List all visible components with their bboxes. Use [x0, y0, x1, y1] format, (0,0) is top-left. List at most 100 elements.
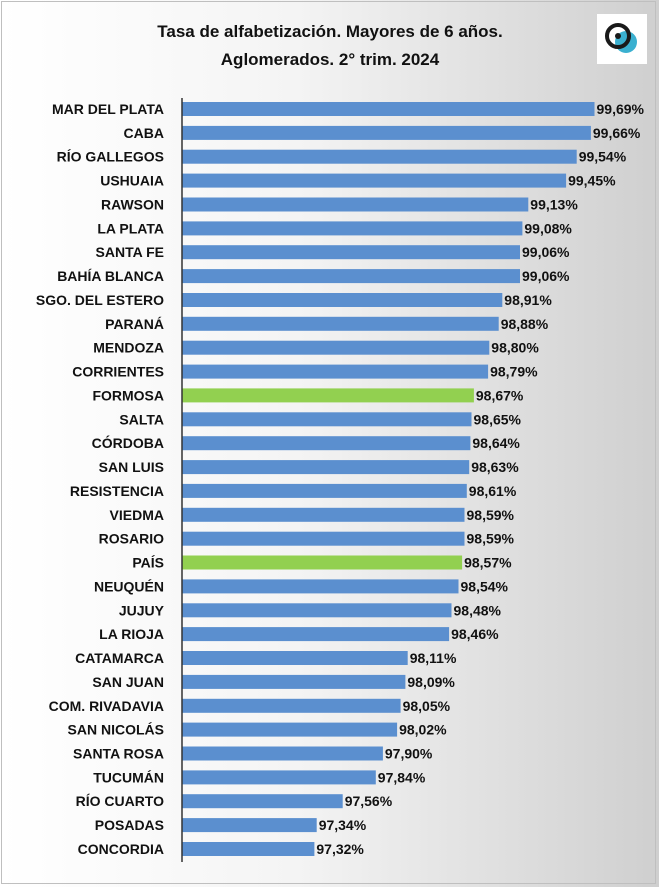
- category-label: PAÍS: [132, 555, 164, 571]
- data-label: 98,09%: [407, 674, 455, 690]
- bar: [182, 555, 463, 570]
- bar: [182, 173, 567, 188]
- bar: [182, 388, 474, 403]
- data-label: 99,54%: [579, 149, 627, 165]
- bar: [182, 125, 591, 140]
- data-label: 98,54%: [461, 578, 509, 594]
- category-label: POSADAS: [95, 817, 164, 833]
- category-label: MAR DEL PLATA: [52, 101, 164, 117]
- bar: [182, 102, 595, 116]
- category-label: JUJUY: [119, 602, 165, 618]
- bar: [182, 770, 376, 785]
- bar: [182, 269, 520, 284]
- data-label: 97,32%: [316, 841, 364, 857]
- data-label: 98,57%: [464, 555, 512, 571]
- bar: [182, 197, 529, 212]
- data-label: 98,11%: [410, 650, 457, 666]
- bar: [182, 818, 317, 833]
- data-label: 98,79%: [490, 364, 538, 380]
- category-label: SGO. DEL ESTERO: [36, 292, 164, 308]
- category-label: FORMOSA: [92, 387, 164, 403]
- data-label: 99,13%: [530, 197, 578, 213]
- bar: [182, 149, 577, 164]
- chart-title-line-1: Tasa de alfabetización. Mayores de 6 año…: [157, 22, 503, 41]
- data-label: 98,46%: [451, 626, 499, 642]
- bar: [182, 316, 499, 331]
- category-label: SANTA ROSA: [73, 746, 164, 762]
- category-label: CÓRDOBA: [92, 434, 164, 451]
- bar: [182, 579, 459, 594]
- category-label: RÍO GALLEGOS: [57, 149, 164, 165]
- bar: [182, 221, 523, 236]
- data-label: 98,63%: [471, 459, 519, 475]
- bar: [182, 842, 315, 856]
- category-label: VIEDMA: [110, 507, 164, 523]
- data-label: 99,66%: [593, 125, 641, 141]
- bar: [182, 794, 343, 809]
- data-label: 99,06%: [522, 244, 570, 260]
- category-label: BAHÍA BLANCA: [57, 268, 164, 284]
- category-label: LA PLATA: [97, 220, 164, 236]
- bar: [182, 483, 467, 498]
- category-label: RÍO CUARTO: [76, 793, 165, 809]
- data-label: 98,48%: [454, 602, 502, 618]
- bar: [182, 651, 408, 665]
- data-label: 97,56%: [345, 793, 393, 809]
- category-label: SAN NICOLÁS: [68, 722, 164, 738]
- bar: [182, 340, 490, 355]
- bar: [182, 674, 406, 689]
- category-label: NEUQUÉN: [94, 578, 164, 594]
- category-label: CATAMARCA: [75, 650, 164, 666]
- category-label: RESISTENCIA: [70, 483, 164, 499]
- data-label: 98,59%: [467, 531, 515, 547]
- bar: [182, 722, 398, 737]
- chart-title-line-2: Aglomerados. 2° trim. 2024: [220, 50, 440, 69]
- bar: [182, 245, 520, 260]
- bar: [182, 603, 452, 618]
- data-label: 98,64%: [472, 435, 520, 451]
- data-label: 98,05%: [403, 698, 451, 714]
- bar: [182, 698, 401, 713]
- bar: [182, 364, 489, 379]
- data-label: 98,88%: [501, 316, 549, 332]
- bar: [182, 746, 383, 761]
- category-label: MENDOZA: [93, 340, 164, 356]
- bar: [182, 507, 465, 522]
- data-label: 98,91%: [504, 292, 552, 308]
- logo-icon: [597, 14, 647, 64]
- bar: [182, 627, 450, 642]
- bar: [182, 412, 472, 427]
- data-label: 99,06%: [522, 268, 570, 284]
- category-label: RAWSON: [101, 197, 164, 213]
- data-label: 98,59%: [467, 507, 515, 523]
- category-label: CONCORDIA: [78, 841, 164, 857]
- category-label: TUCUMÁN: [93, 769, 164, 785]
- bar: [182, 531, 465, 546]
- data-label: 98,65%: [474, 411, 522, 427]
- category-label: LA RIOJA: [99, 626, 164, 642]
- category-label: CABA: [124, 125, 164, 141]
- category-label: CORRIENTES: [72, 364, 164, 380]
- data-label: 97,84%: [378, 769, 426, 785]
- data-label: 98,67%: [476, 387, 524, 403]
- data-label: 99,69%: [597, 101, 645, 117]
- category-label: USHUAIA: [100, 173, 164, 189]
- data-label: 98,80%: [491, 340, 539, 356]
- category-label: SALTA: [119, 411, 164, 427]
- data-label: 98,02%: [399, 722, 447, 738]
- data-label: 97,90%: [385, 746, 433, 762]
- bar: [182, 460, 470, 475]
- category-label: COM. RIVADAVIA: [49, 698, 164, 714]
- data-label: 97,34%: [319, 817, 367, 833]
- category-label: ROSARIO: [99, 531, 164, 547]
- bar: [182, 293, 503, 307]
- data-label: 99,45%: [568, 173, 616, 189]
- category-label: SAN JUAN: [92, 674, 164, 690]
- data-label: 98,61%: [469, 483, 517, 499]
- category-label: PARANÁ: [105, 316, 164, 332]
- category-label: SANTA FE: [96, 244, 164, 260]
- category-label: SAN LUIS: [99, 459, 164, 475]
- data-label: 99,08%: [524, 220, 572, 236]
- bar: [182, 436, 471, 451]
